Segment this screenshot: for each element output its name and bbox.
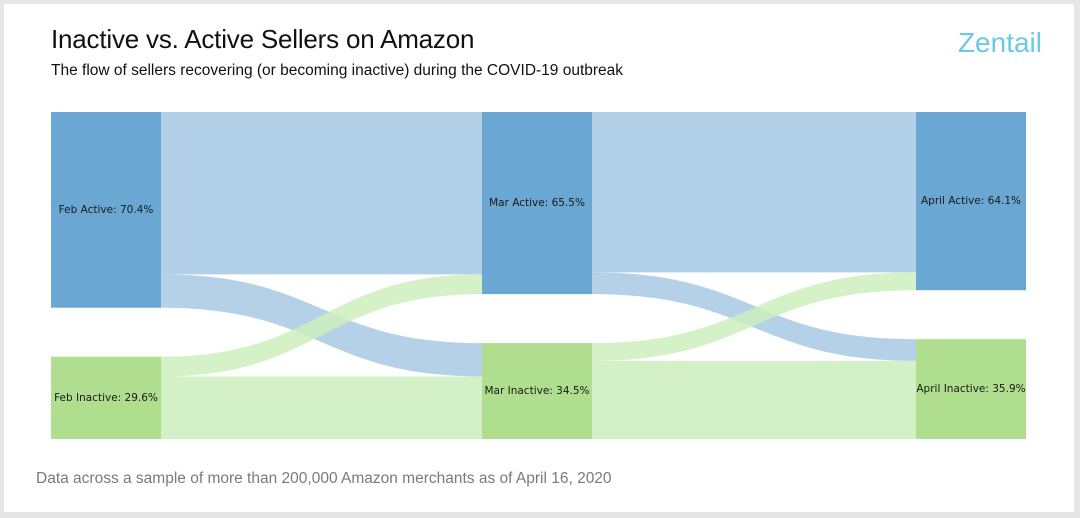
sankey-node-label-mar-inactive: Mar Inactive: 34.5% [484,385,589,397]
sankey-node-apr-inactive [916,339,1026,439]
chart-title: Inactive vs. Active Sellers on Amazon [51,24,475,54]
sankey-node-label-apr-inactive: April Inactive: 35.9% [916,383,1025,395]
sankey-link-mar-active-to-apr-active [592,112,916,273]
sankey-node-label-apr-active: April Active: 64.1% [921,195,1021,207]
zentail-logo: Zentail [957,27,1042,58]
sankey-link-feb-inactive-to-mar-inactive [161,376,482,439]
sankey-node-label-feb-active: Feb Active: 70.4% [59,204,154,216]
sankey-node-mar-active [482,112,592,295]
sankey-node-label-feb-inactive: Feb Inactive: 29.6% [54,392,158,404]
chart-subtitle: The flow of sellers recovering (or becom… [51,62,624,79]
sankey-labels: Feb Active: 70.4% Feb Inactive: 29.6% Mar … [54,195,1026,404]
sankey-node-mar-inactive [482,343,592,439]
sankey-node-label-mar-active: Mar Active: 65.5% [489,197,585,209]
sankey-links [161,112,916,439]
footnote: Data across a sample of more than 200,00… [36,470,612,487]
sankey-link-mar-inactive-to-apr-active [592,272,916,361]
sankey-link-mar-inactive-to-apr-inactive [592,360,916,439]
sankey-node-apr-active [916,112,1026,291]
sankey-nodes [51,112,1026,439]
sankey-node-feb-active [51,112,161,308]
sankey-node-feb-inactive [51,356,161,439]
sankey-link-feb-active-to-mar-active [161,112,482,275]
sankey-link-feb-inactive-to-mar-active [161,274,482,377]
